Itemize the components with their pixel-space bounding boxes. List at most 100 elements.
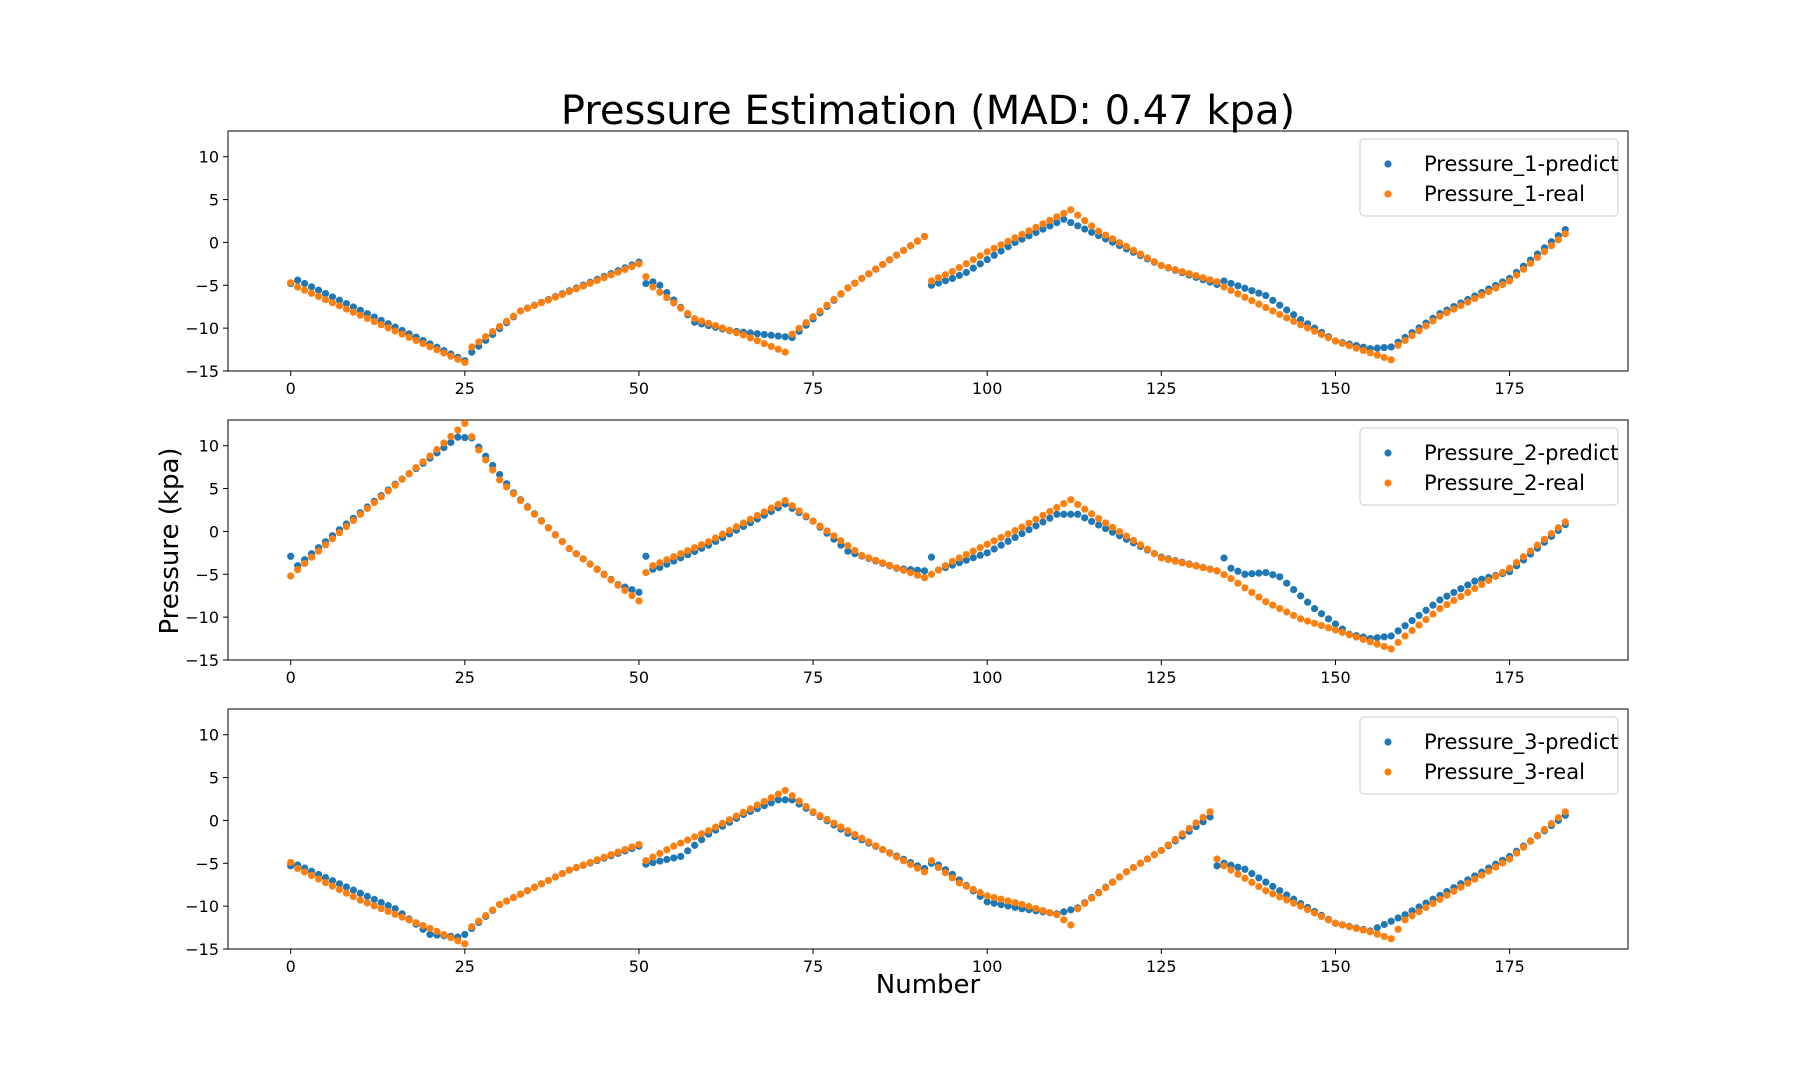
predict-point: [1283, 306, 1291, 314]
real-point: [1283, 314, 1291, 322]
real-point: [1095, 514, 1103, 523]
real-point: [1122, 242, 1131, 251]
real-point: [1032, 904, 1040, 913]
real-point: [426, 452, 434, 460]
real-point: [565, 866, 573, 874]
real-point: [1464, 879, 1472, 887]
real-point: [356, 510, 364, 518]
real-point: [753, 511, 761, 520]
real-point: [1505, 564, 1514, 572]
real-point: [809, 517, 817, 525]
real-point: [920, 574, 929, 582]
real-point: [544, 296, 552, 304]
x-tick-label: 100: [972, 668, 1003, 687]
real-point: [1415, 908, 1423, 916]
real-point: [802, 318, 810, 327]
real-point: [1213, 567, 1221, 575]
real-point: [1380, 642, 1388, 651]
y-tick-label: 5: [209, 769, 219, 788]
real-point: [886, 849, 894, 857]
real-point: [704, 319, 713, 327]
predict-point: [1060, 908, 1068, 916]
real-point: [691, 315, 699, 323]
real-point: [447, 432, 455, 441]
real-point: [823, 815, 831, 824]
real-point: [1345, 923, 1353, 931]
real-point: [1269, 307, 1277, 315]
predict-point: [1234, 282, 1242, 290]
real-point: [1122, 532, 1131, 540]
real-point: [1171, 266, 1179, 274]
real-point: [969, 256, 977, 264]
real-point: [663, 293, 671, 302]
real-point: [349, 893, 357, 901]
real-point: [335, 529, 344, 537]
predict-point: [1248, 869, 1256, 878]
real-point: [1095, 889, 1103, 897]
real-point: [1108, 235, 1117, 243]
x-tick-label: 150: [1320, 379, 1351, 398]
real-point: [1512, 558, 1521, 567]
predict-point: [1380, 633, 1388, 641]
real-point: [1011, 526, 1019, 535]
real-point: [823, 527, 831, 535]
real-point: [301, 868, 309, 876]
real-point: [1533, 253, 1542, 262]
real-point: [1199, 274, 1207, 282]
real-point: [1067, 921, 1075, 929]
real-point: [830, 819, 838, 827]
real-point: [1526, 259, 1535, 267]
real-point: [732, 812, 741, 820]
real-point: [684, 547, 692, 555]
x-tick-label: 0: [286, 957, 296, 976]
y-tick-label: −15: [185, 362, 219, 381]
predict-point: [335, 880, 344, 888]
predict-point: [955, 271, 963, 280]
predict-point: [1478, 575, 1486, 583]
real-point: [774, 500, 782, 508]
predict-point: [767, 799, 775, 807]
real-point: [969, 547, 977, 555]
real-point: [391, 327, 399, 335]
predict-point: [1283, 579, 1291, 587]
real-point: [482, 333, 490, 341]
real-point: [461, 358, 469, 367]
predict-point: [391, 905, 399, 913]
predict-point: [1067, 906, 1075, 914]
real-point: [614, 268, 622, 276]
real-point: [509, 893, 518, 902]
real-point: [475, 446, 483, 454]
real-point: [1129, 246, 1138, 254]
real-point: [1345, 631, 1353, 639]
real-point: [1171, 557, 1179, 565]
real-point: [391, 910, 399, 918]
real-point: [1046, 216, 1054, 224]
real-point: [1039, 220, 1047, 228]
real-point: [398, 330, 406, 338]
predict-point: [1394, 627, 1402, 635]
real-point: [823, 301, 831, 309]
real-point: [1136, 250, 1145, 258]
real-point: [795, 507, 803, 515]
real-point: [489, 906, 497, 914]
real-point: [1206, 808, 1214, 816]
real-point: [879, 845, 887, 854]
real-point: [593, 276, 601, 285]
real-point: [1053, 911, 1061, 919]
predict-point: [1248, 570, 1256, 578]
real-point: [1074, 500, 1082, 509]
real-point: [962, 550, 970, 559]
predict-point: [983, 255, 991, 264]
x-tick-label: 0: [286, 379, 296, 398]
real-point: [920, 232, 929, 241]
real-point: [656, 559, 664, 567]
real-point: [454, 937, 462, 945]
real-point: [1025, 902, 1033, 911]
real-point: [537, 517, 546, 525]
predict-point: [698, 836, 706, 844]
predict-point: [384, 902, 392, 910]
legend-marker: [1384, 190, 1392, 198]
predict-point: [1213, 862, 1221, 870]
real-point: [941, 562, 950, 570]
real-point: [1206, 276, 1214, 284]
